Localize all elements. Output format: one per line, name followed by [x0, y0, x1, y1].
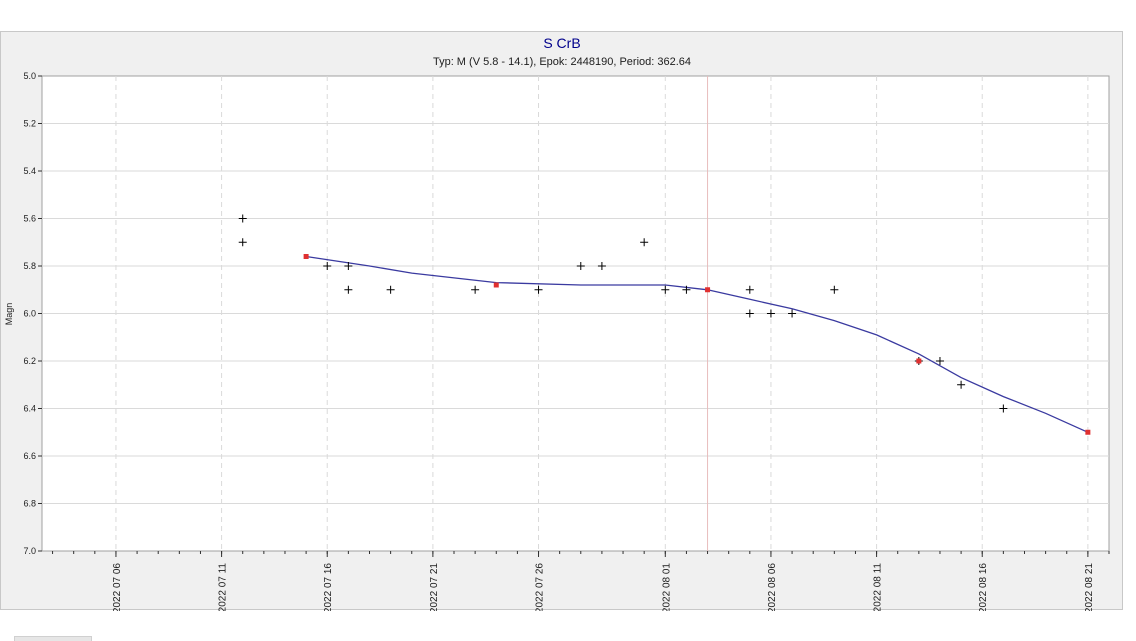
- trend-line: [306, 255, 1089, 433]
- observation-point: [682, 285, 691, 294]
- axes: 5.0 5.2 5.4 5.6 5.8 6.0 6.2 6.4 6.6 6.8 7.0 2022 07…: [23, 71, 1110, 611]
- y-tick-label: 6.8: [23, 499, 36, 509]
- y-tick-label: 5.6: [23, 214, 36, 224]
- chart-subtitle: Typ: M (V 5.8 - 14.1), Epok: 2448190, Pe…: [433, 56, 691, 68]
- observation-point: [386, 285, 395, 294]
- x-tick-label: 2022 07 16: [323, 563, 334, 611]
- chart-title: S CrB: [543, 35, 580, 51]
- x-tick-label: 2022 08 01: [661, 563, 672, 611]
- x-tick-label: 2022 08 16: [978, 563, 989, 611]
- y-tick-label: 5.2: [23, 119, 36, 129]
- y-tick-label: 6.0: [23, 309, 36, 319]
- y-tick-label: 6.6: [23, 451, 36, 461]
- y-tick-label: 5.4: [23, 166, 36, 176]
- observation-point: [830, 285, 839, 294]
- observation-point: [576, 262, 585, 270]
- observation-point: [323, 262, 332, 270]
- x-tick-label: 2022 07 11: [218, 563, 229, 611]
- mean-point: [1085, 429, 1091, 435]
- mean-point: [493, 282, 499, 288]
- y-tick-label: 6.4: [23, 404, 36, 414]
- observation-point: [957, 380, 966, 389]
- y-axis-label: Magn: [4, 303, 14, 326]
- observation-point: [766, 309, 775, 318]
- observation-point: [745, 285, 754, 294]
- x-tick-label: 2022 08 11: [873, 563, 884, 611]
- observation-point: [238, 238, 247, 247]
- observation-point: [344, 262, 353, 270]
- observation-point: [999, 404, 1008, 413]
- observation-point: [471, 285, 480, 294]
- x-tick-label: 2022 08 06: [767, 563, 778, 611]
- x-tick-label: 2022 07 06: [112, 563, 123, 611]
- bottom-tab[interactable]: [14, 636, 92, 641]
- mean-point: [916, 358, 922, 364]
- chart-panel: S CrB Typ: M (V 5.8 - 14.1), Epok: 24481…: [0, 31, 1123, 611]
- data-series: [238, 214, 1091, 435]
- observation-point: [597, 262, 606, 270]
- chart: S CrB Typ: M (V 5.8 - 14.1), Epok: 24481…: [4, 35, 1110, 611]
- x-tick-label: 2022 07 26: [535, 563, 546, 611]
- mean-point: [705, 287, 711, 293]
- y-tick-label: 5.0: [23, 71, 36, 81]
- observation-point: [661, 285, 670, 294]
- observation-point: [745, 309, 754, 318]
- observation-point: [344, 285, 353, 294]
- x-tick-label: 2022 07 21: [429, 563, 440, 611]
- observation-point: [640, 238, 649, 247]
- y-tick-label: 5.8: [23, 261, 36, 271]
- observation-point: [935, 357, 944, 365]
- y-tick-label: 6.2: [23, 356, 36, 366]
- x-tick-label: 2022 08 21: [1084, 563, 1095, 611]
- observation-point: [534, 285, 543, 294]
- observation-point: [238, 214, 247, 223]
- mean-point: [303, 254, 309, 259]
- observation-point: [788, 309, 797, 318]
- y-tick-label: 7.0: [23, 546, 36, 556]
